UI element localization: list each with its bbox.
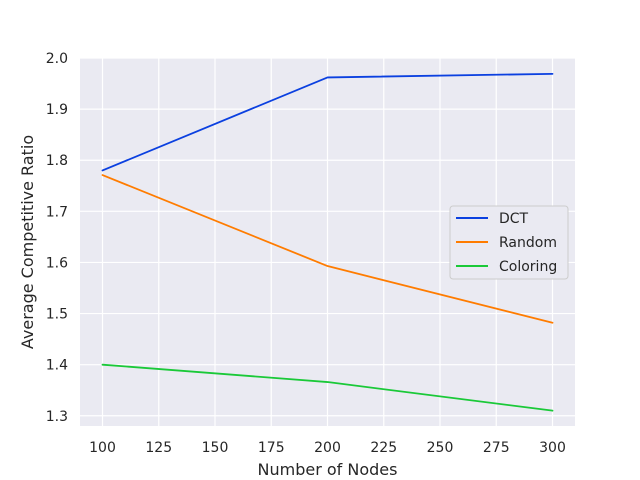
y-tick-label: 1.8 (46, 153, 68, 169)
legend-label-coloring: Coloring (499, 259, 557, 275)
x-axis-label: Number of Nodes (258, 460, 398, 479)
x-tick-label: 225 (370, 440, 397, 456)
legend-label-dct: DCT (499, 211, 529, 227)
x-tick-label: 100 (89, 440, 116, 456)
grid (80, 57, 575, 426)
x-tick-label: 200 (314, 440, 341, 456)
x-tick-labels: 100 125 150 175 200 225 250 275 300 (89, 440, 566, 456)
y-tick-label: 1.6 (46, 255, 68, 271)
x-tick-label: 150 (202, 440, 229, 456)
series-line-random (101, 174, 554, 324)
y-tick-label: 1.5 (46, 307, 68, 323)
legend-label-random: Random (499, 235, 557, 251)
y-tick-label: 1.9 (46, 102, 68, 118)
legend-box (449, 205, 569, 280)
x-tick-label: 125 (145, 440, 172, 456)
x-tick-label: 250 (427, 440, 454, 456)
y-tick-label: 2.0 (46, 51, 68, 67)
x-tick-label: 300 (539, 440, 566, 456)
y-tick-label: 1.7 (46, 204, 68, 220)
series-lines (101, 72, 554, 412)
y-tick-label: 1.3 (46, 409, 68, 425)
series-line-coloring (101, 363, 554, 412)
x-tick-label: 275 (483, 440, 510, 456)
legend: DCT Random Coloring (449, 205, 569, 280)
x-tick-label: 175 (258, 440, 285, 456)
y-tick-labels: 1.3 1.4 1.5 1.6 1.7 1.8 1.9 2.0 (46, 51, 68, 425)
y-axis-label: Average Competitive Ratio (18, 135, 37, 349)
series-line-dct (101, 72, 554, 172)
y-tick-label: 1.4 (46, 358, 68, 374)
